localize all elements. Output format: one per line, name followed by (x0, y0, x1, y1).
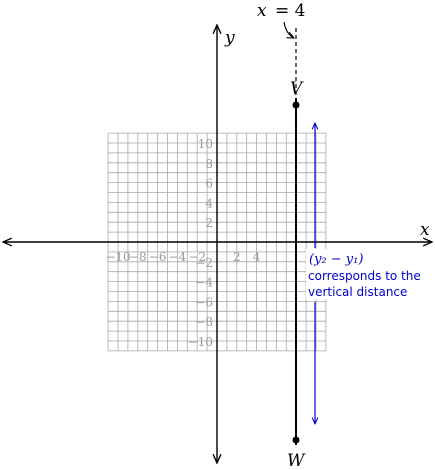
x-tick-label: −4 (169, 250, 187, 264)
x-tick-label: −2 (188, 250, 206, 264)
annotation-line-2: vertical distance (308, 285, 407, 299)
y-tick-label: 6 (205, 177, 213, 191)
x-tick-label: −10 (105, 250, 130, 264)
x-tick-label: −8 (129, 250, 147, 264)
point-w-label: W (287, 451, 306, 470)
vertical-line-label: x = 4 (257, 1, 305, 21)
y-tick-label: 2 (205, 216, 213, 230)
annotation-formula: (y₂ − y₁) (309, 252, 363, 267)
x-tick-label: 4 (253, 250, 261, 264)
y-tick-label: 8 (205, 157, 213, 171)
y-tick-label: −6 (195, 295, 213, 309)
y-tick-label: −2 (195, 256, 213, 270)
vertical-line-label-pointer-arrow (283, 21, 294, 38)
y-tick-label: −4 (195, 276, 213, 290)
x-tick-label: 2 (233, 250, 241, 264)
y-tick-label: −10 (188, 335, 213, 349)
x-axis-label: x (420, 220, 430, 240)
y-axis-label: y (224, 28, 235, 48)
point-v-label: V (290, 79, 304, 99)
y-tick-label: −8 (195, 315, 213, 329)
annotation-line-1: corresponds to the (308, 269, 421, 283)
x-tick-labels: −10−8 −6 −4 −2 2 4 (105, 250, 260, 264)
point-v (292, 101, 300, 109)
x-tick-label: −6 (149, 250, 167, 264)
y-tick-labels: 10 8 6 4 2 −2 −4 −6 −8 −10 (188, 137, 214, 349)
y-tick-label: 10 (198, 137, 213, 151)
y-tick-label: 4 (205, 196, 213, 210)
point-w (292, 436, 300, 444)
annotation-background (306, 249, 432, 299)
